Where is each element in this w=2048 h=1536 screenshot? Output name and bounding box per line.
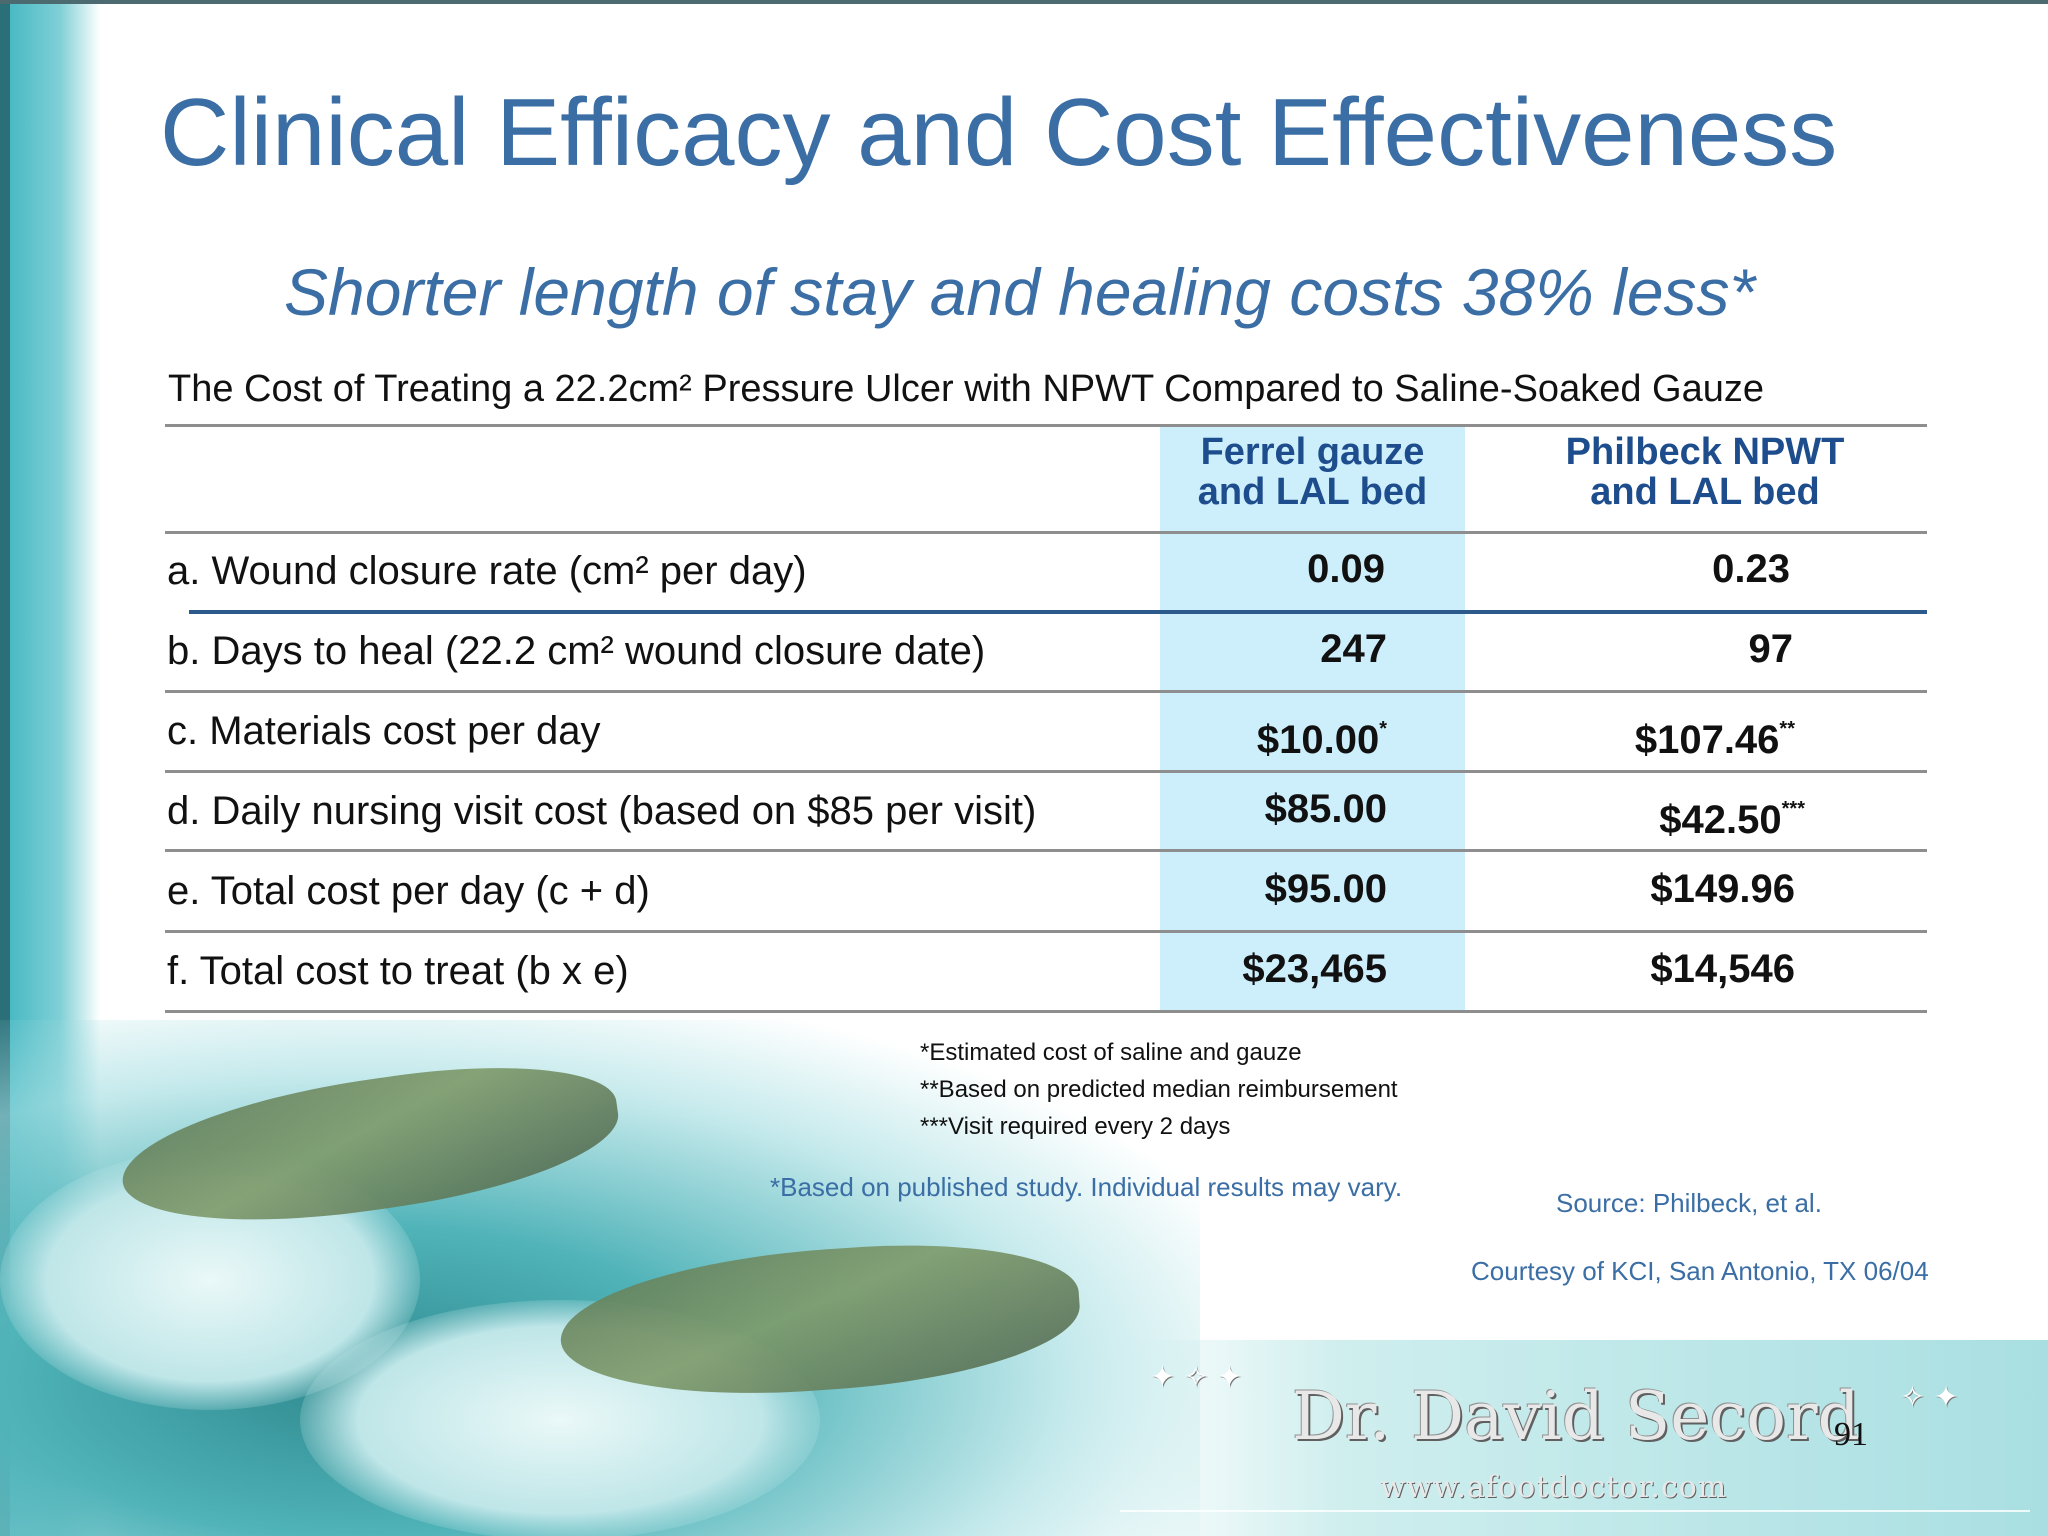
sparkle-decoration: ✧ ✦ [1900,1381,1959,1414]
sparkle-decoration: ✦ ✧ ✦ [1150,1361,1243,1394]
cell-b-philbeck: 97 [1748,627,1794,671]
cost-table: Ferrel gauze and LAL bed Philbeck NPWT a… [165,424,1927,1014]
column-header-line: Ferrel gauze [1200,431,1425,473]
table-caption: The Cost of Treating a 22.2cm² Pressure … [168,368,1764,410]
row-label-c: c. Materials cost per day [167,709,601,753]
logo-url: www.afootdoctor.com [1380,1470,1728,1505]
footnote-marker: *** [1781,798,1805,820]
cell-c-ferrel: $10.00* [1256,718,1387,762]
table-rule [165,1010,1927,1013]
footnote-marker: * [1379,718,1387,740]
row-label-f: f. Total cost to treat (b x e) [167,949,629,993]
column-header-ferrel: Ferrel gauze and LAL bed [1160,432,1465,522]
table-rule [165,770,1927,773]
footer-logo-band [1110,1340,2048,1536]
cell-f-philbeck: $14,546 [1650,947,1795,991]
row-label-a: a. Wound closure rate (cm² per day) [167,549,807,593]
left-edge-shade [0,0,10,1536]
cell-f-ferrel: $23,465 [1242,947,1387,991]
cell-e-philbeck: $149.96 [1650,867,1795,911]
footnotes: *Estimated cost of saline and gauze **Ba… [920,1034,1398,1145]
footnote: *Estimated cost of saline and gauze [920,1039,1302,1066]
disclaimer: *Based on published study. Individual re… [770,1172,1403,1202]
source-citation: Source: Philbeck, et al. [1556,1188,1822,1218]
logo-name: Dr. David Secord [1292,1378,1860,1455]
slide-title: Clinical Efficacy and Cost Effectiveness [160,79,1838,186]
column-header-line: and LAL bed [1590,471,1820,513]
column-header-line: Philbeck NPWT [1565,431,1845,473]
table-rule [165,849,1927,852]
cell-b-ferrel: 247 [1320,627,1387,671]
column-header-line: and LAL bed [1197,471,1428,513]
cell-a-philbeck: 0.23 [1712,547,1790,591]
cell-e-ferrel: $95.00 [1264,867,1387,911]
footnote: ***Visit required every 2 days [920,1113,1231,1140]
cell-c-philbeck: $107.46** [1634,718,1795,762]
column-header-philbeck: Philbeck NPWT and LAL bed [1505,432,1905,522]
cell-a-ferrel: 0.09 [1307,547,1385,591]
table-highlight-rule [189,610,1927,614]
cell-d-philbeck: $42.50*** [1659,798,1805,842]
footer-rule [1120,1510,2030,1512]
courtesy-line: Courtesy of KCI, San Antonio, TX 06/04 [1471,1256,1929,1286]
slide-subtitle: Shorter length of stay and healing costs… [284,255,1756,329]
footnote-marker: ** [1779,718,1795,740]
cell-d-ferrel: $85.00 [1264,787,1387,831]
table-rule [165,930,1927,933]
highlighted-column [1160,424,1465,1012]
page-number: 91 [1834,1416,1868,1453]
top-border [0,0,2048,4]
row-label-d: d. Daily nursing visit cost (based on $8… [167,789,1037,833]
table-rule [165,690,1927,693]
table-rule [165,531,1927,534]
footnote: **Based on predicted median reimbursemen… [920,1076,1398,1103]
row-label-e: e. Total cost per day (c + d) [167,869,650,913]
table-rule [165,424,1927,427]
row-label-b: b. Days to heal (22.2 cm² wound closure … [167,629,986,673]
